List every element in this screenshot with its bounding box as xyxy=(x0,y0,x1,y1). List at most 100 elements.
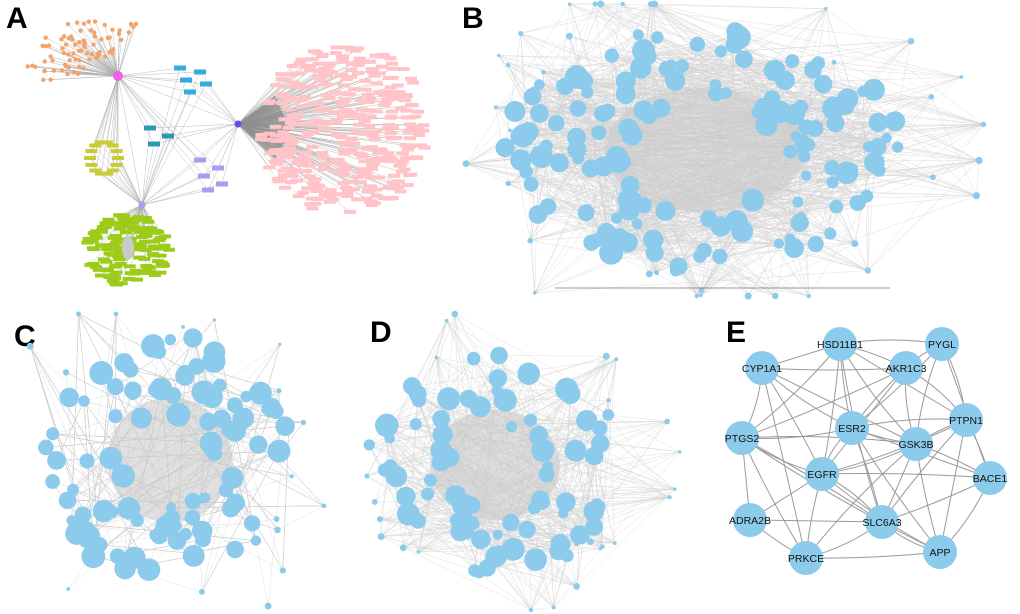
orange-node xyxy=(91,42,96,47)
node xyxy=(179,528,192,541)
node xyxy=(606,398,611,403)
node xyxy=(542,461,554,472)
pink-node xyxy=(388,94,401,99)
gene-node-adra2b: ADRA2B xyxy=(729,503,771,537)
pink-node xyxy=(337,83,350,88)
node xyxy=(573,583,581,590)
orange-node xyxy=(78,48,84,53)
pink-node xyxy=(330,45,343,50)
green-node xyxy=(101,267,114,272)
green-node xyxy=(103,275,116,280)
node xyxy=(119,498,141,520)
pink-node xyxy=(335,102,348,107)
pink-node xyxy=(335,72,348,77)
gene-node-circle xyxy=(789,541,823,575)
node xyxy=(539,139,553,154)
pink-node xyxy=(364,175,377,180)
node xyxy=(76,311,82,317)
gene-node-akr1c3: AKR1C3 xyxy=(886,351,927,385)
node xyxy=(569,525,590,545)
green-node xyxy=(120,230,133,235)
node xyxy=(488,369,508,388)
node xyxy=(434,355,439,360)
olive-node xyxy=(94,140,107,145)
node xyxy=(800,170,812,181)
orange-node xyxy=(87,57,92,62)
pink-node xyxy=(365,145,378,150)
pink-node xyxy=(396,151,409,156)
node xyxy=(195,531,211,548)
pink-node xyxy=(310,188,323,193)
gene-node-label: CYP1A1 xyxy=(742,363,782,375)
pink-node xyxy=(292,112,305,117)
node xyxy=(689,36,706,53)
edge-core xyxy=(107,397,233,523)
node xyxy=(869,138,887,156)
node xyxy=(124,381,142,400)
pink-node xyxy=(409,114,422,119)
pink-node xyxy=(386,75,399,80)
node xyxy=(249,435,268,454)
node xyxy=(95,509,108,523)
node xyxy=(664,418,671,425)
orange-node xyxy=(117,28,122,33)
orange-node xyxy=(46,43,52,48)
pink-node xyxy=(359,87,372,92)
node xyxy=(184,509,201,526)
node xyxy=(181,325,185,329)
pink-node xyxy=(303,174,316,179)
green-node xyxy=(99,224,112,229)
pink-node xyxy=(382,196,395,201)
pink-node xyxy=(339,166,352,171)
pink-node xyxy=(329,51,342,56)
pink-node xyxy=(298,94,311,99)
orange-node xyxy=(119,37,124,43)
pink-node xyxy=(377,93,390,98)
green-node xyxy=(112,237,125,242)
pink-node xyxy=(313,108,326,113)
node xyxy=(531,490,550,509)
green-node xyxy=(92,267,105,272)
node xyxy=(198,589,205,595)
pink-node xyxy=(269,133,282,138)
hub-lavender xyxy=(138,201,146,209)
green-node xyxy=(128,216,141,221)
node xyxy=(620,1,625,7)
pink-node xyxy=(384,155,397,160)
node xyxy=(604,238,615,249)
pink-node xyxy=(391,83,404,88)
pink-node xyxy=(301,131,314,136)
node xyxy=(591,125,607,141)
pink-node xyxy=(275,101,288,106)
pink-node xyxy=(342,179,355,184)
node xyxy=(444,318,449,323)
node xyxy=(147,383,161,397)
green-node xyxy=(100,259,113,264)
pink-node xyxy=(364,96,377,101)
green-node xyxy=(87,231,100,236)
lavender-node xyxy=(194,157,206,163)
node xyxy=(504,100,526,122)
green-node xyxy=(99,221,112,226)
node xyxy=(775,70,795,91)
pink-node xyxy=(340,186,353,191)
pink-node xyxy=(341,45,354,50)
node xyxy=(108,409,123,424)
node xyxy=(845,163,859,176)
gene-node-label: SLC6A3 xyxy=(862,517,901,529)
node xyxy=(405,511,418,524)
node xyxy=(612,541,617,546)
pink-node xyxy=(304,68,317,73)
node xyxy=(631,218,643,230)
pink-node xyxy=(352,112,365,117)
node xyxy=(621,131,635,144)
pink-node xyxy=(270,158,283,163)
node xyxy=(240,390,252,403)
green-node xyxy=(158,245,171,250)
pink-node xyxy=(379,101,392,106)
green-node xyxy=(112,254,125,259)
pink-node xyxy=(294,82,307,87)
panel-d: D xyxy=(330,310,700,614)
pink-node xyxy=(334,161,347,166)
orange-node xyxy=(51,68,57,73)
